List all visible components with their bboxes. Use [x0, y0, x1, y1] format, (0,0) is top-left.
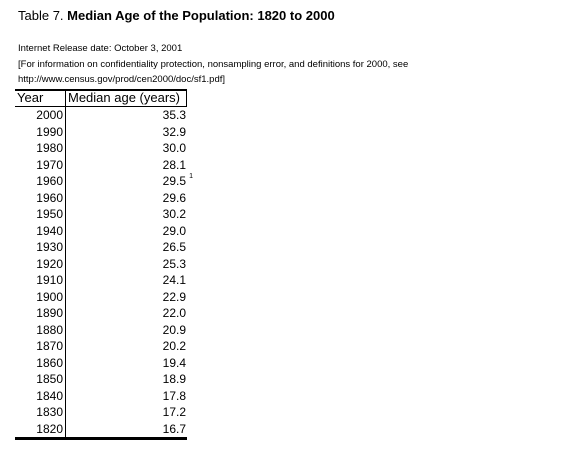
- median-age-value: 19.4: [162, 355, 186, 370]
- median-age-value: 24.1: [162, 273, 186, 287]
- median-age-cell: 22.9: [66, 289, 187, 306]
- median-age-cell: 17.8: [66, 388, 187, 405]
- median-age-cell: 30.0: [66, 140, 187, 157]
- median-age-cell: 17.2: [66, 404, 187, 421]
- year-cell: 1980: [15, 140, 66, 157]
- year-cell: 1900: [15, 288, 66, 305]
- median-age-cell: 24.1: [66, 272, 187, 289]
- table-row: 1960 29.5 1: [15, 173, 193, 190]
- median-age-cell: 30.2: [66, 206, 187, 223]
- year-cell: 1870: [15, 338, 66, 355]
- median-age-cell: 20.9: [66, 322, 187, 339]
- year-cell: 1960: [15, 173, 66, 190]
- year-cell: 1930: [15, 239, 66, 256]
- median-age-cell: 16.7: [66, 421, 187, 438]
- table-body: 2000 35.3 1990 32.9 1980 30.0 1970 28.1 1960 29.5…: [15, 107, 193, 438]
- median-age-value: 30.2: [162, 207, 186, 221]
- median-age-value: 25.3: [162, 256, 186, 271]
- median-age-value: 20.2: [162, 339, 186, 353]
- table-row: 1870 20.2: [15, 338, 187, 355]
- median-age-value: 22.0: [162, 306, 186, 320]
- year-cell: 1890: [15, 305, 66, 322]
- year-cell: 1840: [15, 387, 66, 404]
- table-number: Table 7.: [18, 8, 64, 23]
- table-row: 1970 28.1: [15, 156, 187, 174]
- median-age-value: 30.0: [162, 141, 186, 155]
- year-cell: 1940: [15, 222, 66, 239]
- table-row: 1900 22.9: [15, 288, 187, 306]
- median-age-cell: 28.1: [66, 157, 187, 174]
- table-title: Median Age of the Population: 1820 to 20…: [67, 8, 335, 23]
- table-row: 1990 32.9: [15, 123, 187, 141]
- header-year: Year: [15, 91, 66, 106]
- year-cell: 1970: [15, 156, 66, 173]
- median-age-value: 28.1: [162, 157, 186, 172]
- median-age-cell: 25.3: [66, 256, 187, 273]
- table-row: 1880 20.9: [15, 321, 187, 339]
- median-age-cell: 32.9: [66, 124, 187, 141]
- median-age-value: 17.2: [162, 405, 186, 419]
- median-age-value: 16.7: [162, 421, 186, 436]
- median-age-cell: 20.2: [66, 338, 187, 355]
- table-row: 1820 16.7: [15, 420, 187, 438]
- median-age-cell: 29.6: [66, 190, 187, 207]
- table-row: 1940 29.0: [15, 222, 187, 240]
- median-age-table: Year Median age (years) 2000 35.3 1990 32.9…: [15, 89, 193, 440]
- median-age-cell: 29.0: [66, 223, 187, 240]
- median-age-value: 18.9: [162, 372, 186, 386]
- year-cell: 1830: [15, 404, 66, 421]
- header-median-age: Median age (years): [66, 91, 187, 106]
- table-row: 1840 17.8: [15, 387, 187, 405]
- year-cell: 1990: [15, 123, 66, 140]
- table-row: 1910 24.1: [15, 272, 187, 289]
- table-row: 1920 25.3: [15, 255, 187, 273]
- year-cell: 1850: [15, 371, 66, 388]
- median-age-value: 32.9: [162, 124, 186, 139]
- year-cell: 1820: [15, 420, 66, 437]
- table-row: 1980 30.0: [15, 140, 187, 157]
- year-cell: 1950: [15, 206, 66, 223]
- median-age-value: 20.9: [162, 322, 186, 337]
- table-row: 1950 30.2: [15, 206, 187, 223]
- median-age-value: 29.6: [162, 190, 186, 205]
- median-age-cell: 29.5 1: [66, 173, 193, 190]
- median-age-cell: 35.3: [66, 107, 187, 124]
- year-cell: 1880: [15, 321, 66, 338]
- median-age-cell: 18.9: [66, 371, 187, 388]
- median-age-value: 29.5: [162, 174, 186, 188]
- median-age-value: 17.8: [162, 388, 186, 403]
- year-cell: 1860: [15, 354, 66, 371]
- median-age-value: 22.9: [162, 289, 186, 304]
- median-age-cell: 26.5: [66, 239, 187, 256]
- table-row: 1860 19.4: [15, 354, 187, 372]
- median-age-value: 29.0: [162, 223, 186, 238]
- table-row: 1850 18.9: [15, 371, 187, 388]
- footnote-marker: 1: [189, 173, 193, 180]
- year-cell: 1910: [15, 272, 66, 289]
- median-age-cell: 19.4: [66, 355, 187, 372]
- median-age-value: 26.5: [162, 240, 186, 254]
- median-age-value: 35.3: [162, 108, 186, 122]
- info-note-line-2: http://www.census.gov/prod/cen2000/doc/s…: [18, 74, 226, 85]
- table-row: 2000 35.3: [15, 107, 187, 124]
- release-date-note: Internet Release date: October 3, 2001: [18, 43, 183, 54]
- info-note-line-1: [For information on confidentiality prot…: [18, 59, 409, 70]
- table-row: 1930 26.5: [15, 239, 187, 256]
- table-row: 1960 29.6: [15, 189, 187, 207]
- year-cell: 2000: [15, 107, 66, 124]
- median-age-cell: 22.0: [66, 305, 187, 322]
- year-cell: 1920: [15, 255, 66, 272]
- table-row: 1830 17.2: [15, 404, 187, 421]
- table-row: 1890 22.0: [15, 305, 187, 322]
- year-cell: 1960: [15, 189, 66, 206]
- page-title: Table 7. Median Age of the Population: 1…: [18, 8, 335, 24]
- table-header: Year Median age (years): [15, 89, 187, 107]
